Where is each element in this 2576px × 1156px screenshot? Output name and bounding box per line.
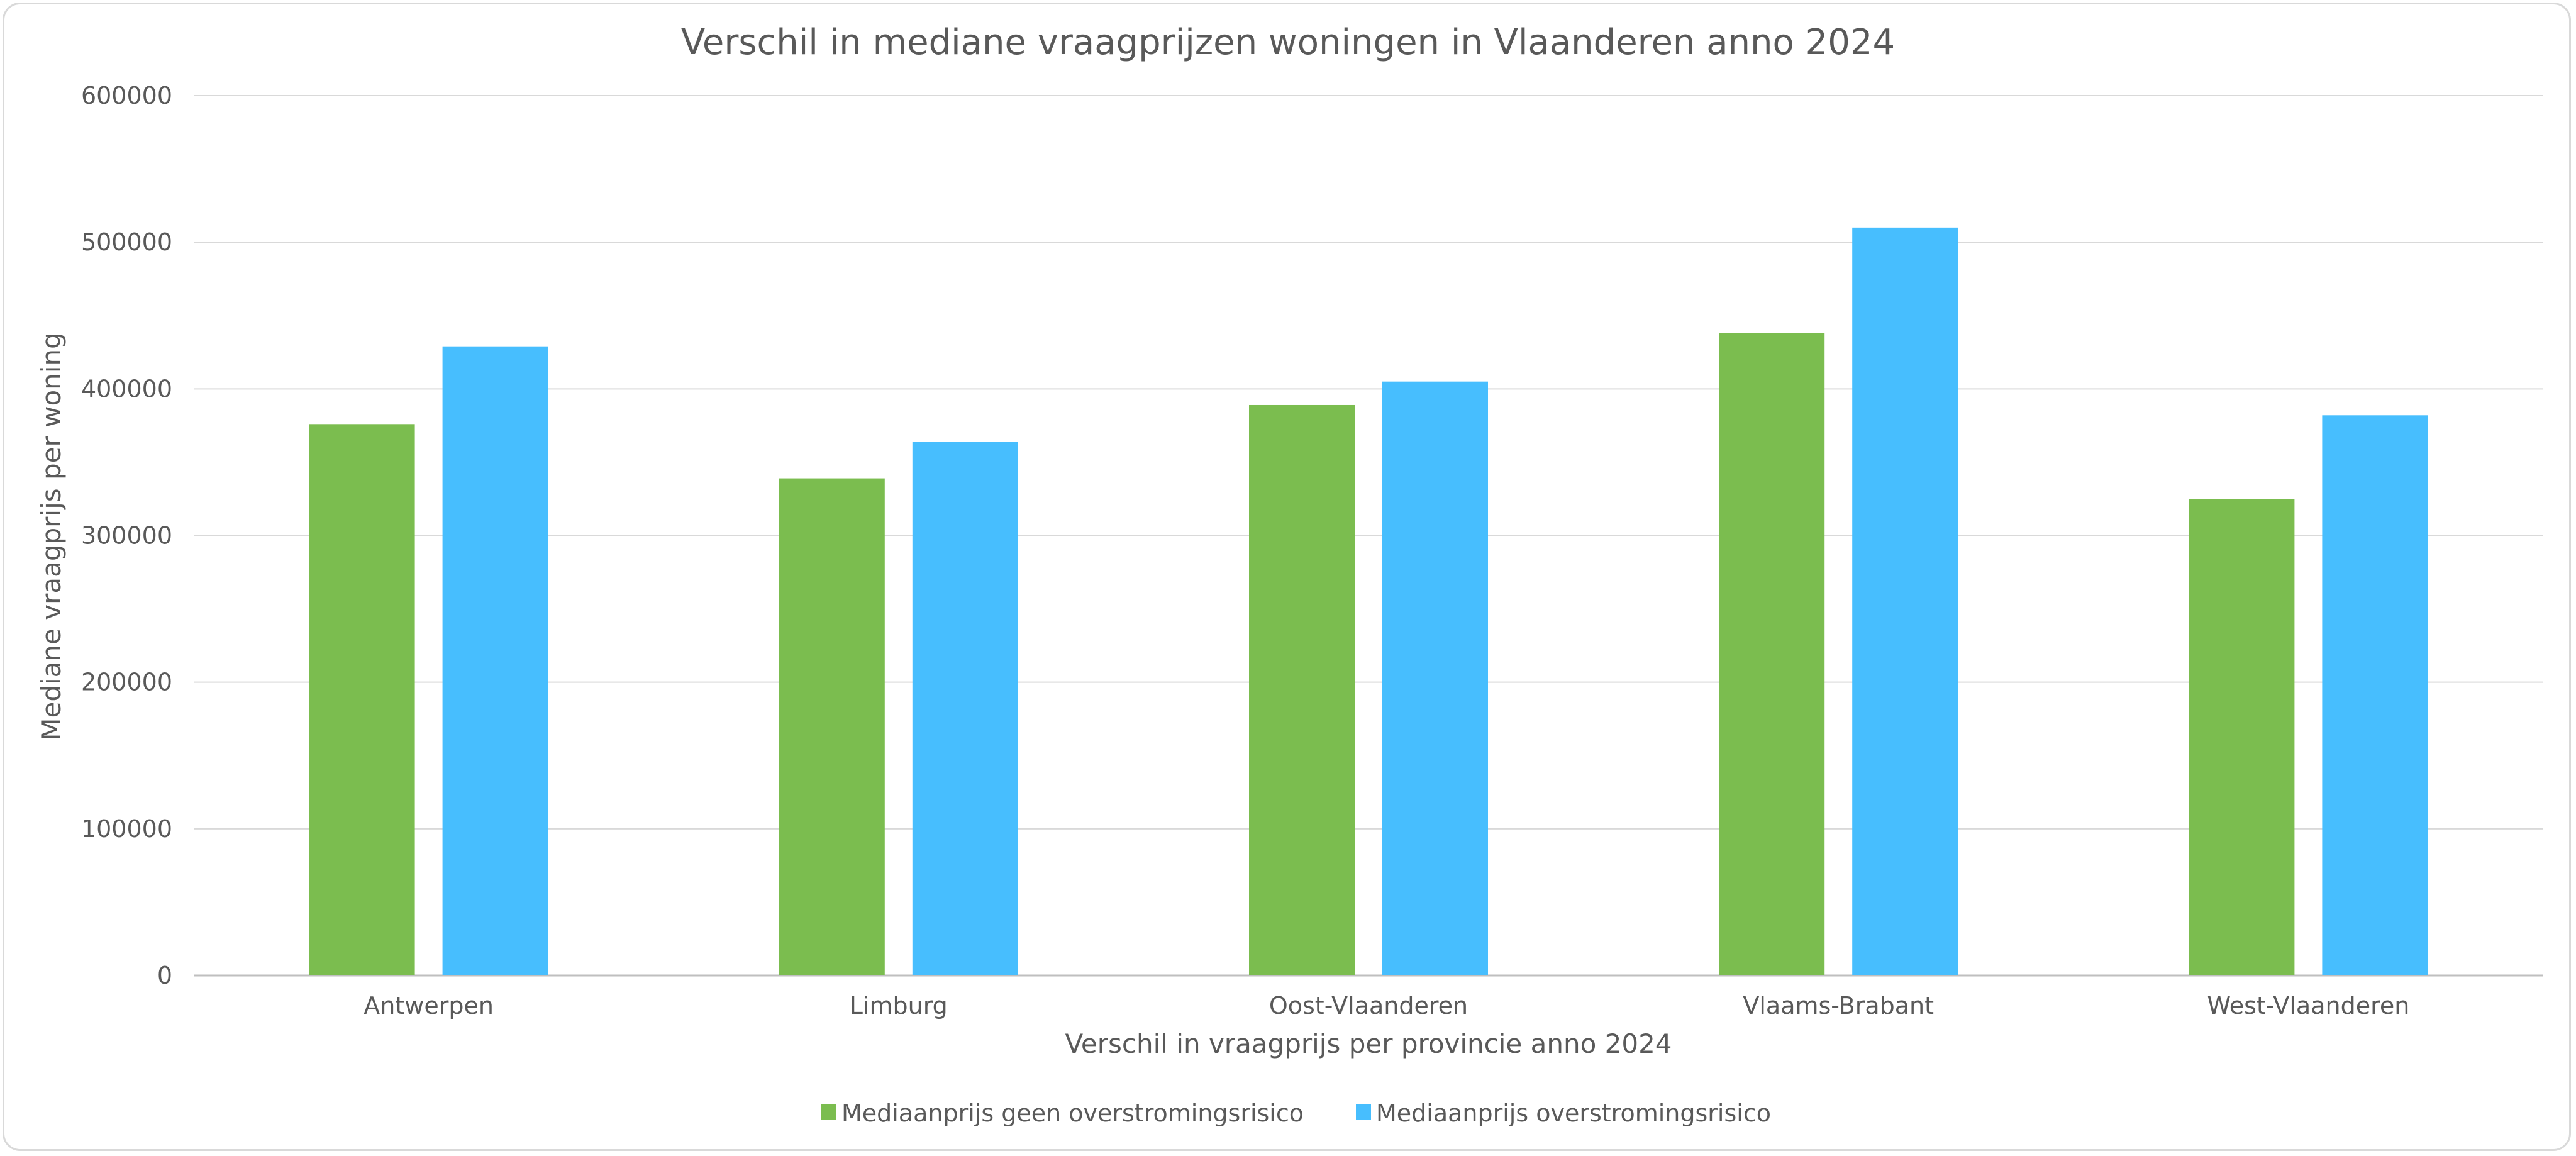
y-tick-label: 0 <box>157 962 172 989</box>
bar-no-risk-vlaams-brabant <box>1719 333 1825 975</box>
x-tick-label: Limburg <box>850 992 948 1020</box>
x-axis-ticks: Antwerpen Limburg Oost-Vlaanderen Vlaams-Br… <box>364 992 2409 1020</box>
y-axis-ticks: 0 100000 200000 300000 400000 500000 600000 <box>81 82 172 989</box>
y-tick-label: 300000 <box>81 522 172 550</box>
legend-swatch-risk <box>1356 1104 1371 1120</box>
y-axis-title: Mediane vraagprijs per woning <box>36 332 67 740</box>
x-tick-label: West-Vlaanderen <box>2207 992 2409 1020</box>
bar-no-risk-limburg <box>779 478 885 975</box>
bars <box>309 227 2428 976</box>
legend-label-risk: Mediaanprijs overstromingsrisico <box>1376 1099 1771 1127</box>
y-tick-label: 100000 <box>81 815 172 843</box>
bar-risk-vlaams-brabant <box>1852 227 1958 976</box>
gridlines <box>194 95 2543 977</box>
x-tick-label: Oost-Vlaanderen <box>1269 992 1468 1020</box>
legend-label-no-risk: Mediaanprijs geen overstromingsrisico <box>841 1099 1304 1127</box>
y-tick-label: 500000 <box>81 228 172 256</box>
x-tick-label: Antwerpen <box>364 992 494 1020</box>
legend-swatch-no-risk <box>821 1104 836 1120</box>
bar-risk-oost-vlaanderen <box>1382 381 1488 975</box>
bar-no-risk-antwerpen <box>309 424 415 975</box>
bar-no-risk-oost-vlaanderen <box>1249 404 1355 975</box>
chart-title: Verschil in mediane vraagprijzen woninge… <box>681 22 1895 63</box>
y-tick-label: 600000 <box>81 82 172 109</box>
y-tick-label: 400000 <box>81 375 172 403</box>
bar-risk-limburg <box>912 442 1018 975</box>
bar-risk-west-vlaanderen <box>2322 415 2428 975</box>
y-tick-label: 200000 <box>81 669 172 696</box>
bar-no-risk-west-vlaanderen <box>2189 499 2295 975</box>
x-tick-label: Vlaams-Brabant <box>1743 992 1934 1020</box>
bar-risk-antwerpen <box>442 346 548 975</box>
x-axis-title: Verschil in vraagprijs per provincie ann… <box>1065 1028 1672 1059</box>
legend: Mediaanprijs geen overstromingsrisico Me… <box>821 1099 1771 1127</box>
